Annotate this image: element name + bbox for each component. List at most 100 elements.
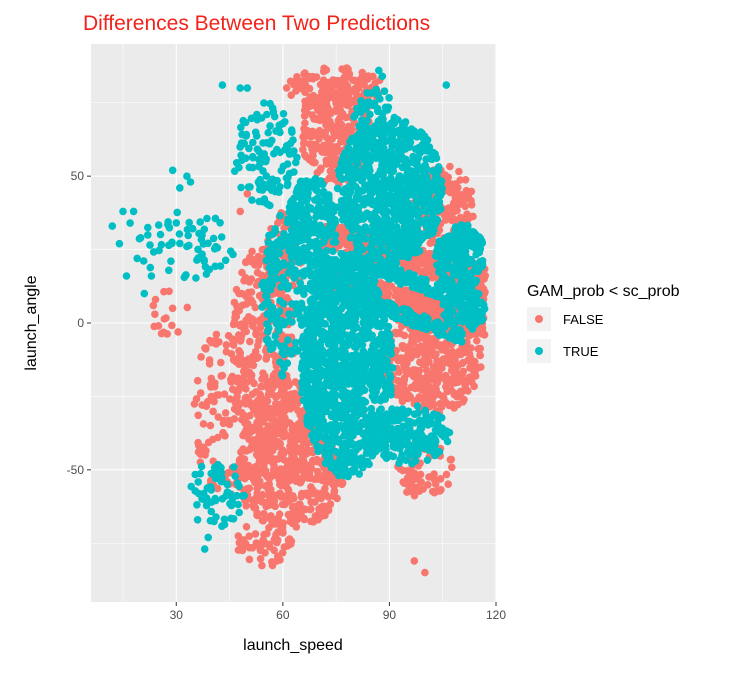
point-false [250,256,259,264]
point-false [324,104,332,113]
point-false [425,473,433,481]
point-false [272,406,280,415]
point-true [404,448,412,456]
point-true [357,169,365,177]
point-false [459,367,468,376]
point-true [334,435,343,444]
point-false [239,536,248,544]
point-true [311,396,320,404]
point-false [331,88,339,97]
point-true [395,459,403,468]
point-false [299,145,307,154]
point-true [334,290,342,299]
point-false [242,258,250,266]
point-false [347,125,356,133]
point-true [356,272,365,281]
point-false [206,336,214,345]
point-false [282,84,291,92]
point-false [399,466,407,475]
point-true [309,412,317,421]
point-false [206,421,215,430]
point-false [278,465,287,474]
point-false [318,507,327,515]
point-false [272,392,280,401]
point-false [326,167,335,175]
point-true [423,173,431,181]
point-true [356,409,365,418]
point-true [377,405,386,414]
point-false [407,297,416,306]
point-false [249,355,258,364]
point-false [264,485,273,494]
point-false [268,558,276,566]
point-true [354,366,363,375]
point-true [355,145,364,153]
point-false [236,465,244,473]
point-true [366,309,374,318]
point-false [231,319,239,328]
point-false [253,268,262,277]
point-true [402,456,410,465]
point-false [410,557,419,565]
point-false [391,292,400,300]
point-true [361,360,370,369]
point-false [423,338,431,347]
point-true [366,378,375,387]
point-false [219,419,228,428]
point-true [318,408,327,416]
point-false [421,568,429,577]
point-true [426,154,435,162]
point-false [261,549,269,557]
point-true [337,411,346,419]
point-false [299,437,308,446]
point-true [335,311,344,320]
point-false [461,202,470,211]
point-false [436,475,445,483]
point-true [303,320,312,329]
point-false [448,463,456,472]
point-false [259,369,267,378]
point-false [413,350,422,359]
point-false [333,142,341,151]
point-false [364,72,373,80]
point-false [308,140,317,149]
point-false [291,423,300,432]
point-true [431,451,440,459]
point-false [273,536,282,544]
point-true [369,340,378,349]
point-true [339,373,348,382]
point-true [358,245,367,254]
point-true [327,412,336,421]
point-false [197,353,205,361]
point-true [368,424,377,432]
point-true [311,355,320,364]
point-true [380,211,389,219]
point-false [246,372,255,380]
point-true [308,295,316,303]
point-true [307,341,316,350]
point-false [471,370,479,379]
point-false [202,345,210,353]
point-false [230,415,239,423]
point-true [393,411,402,419]
point-true [297,364,306,373]
point-false [409,488,417,497]
point-false [277,493,285,501]
point-false [415,393,424,401]
point-false [333,125,341,133]
point-true [369,371,378,380]
point-false [442,383,450,391]
point-false [222,347,231,356]
point-false [300,452,308,460]
point-false [260,530,268,539]
point-false [279,447,288,455]
point-false [428,487,437,496]
point-true [326,293,335,302]
point-true [313,377,321,386]
point-false [278,390,286,399]
point-true [350,450,358,458]
point-false [274,528,282,536]
point-false [271,439,280,448]
point-true [348,286,356,294]
point-false [289,402,298,410]
